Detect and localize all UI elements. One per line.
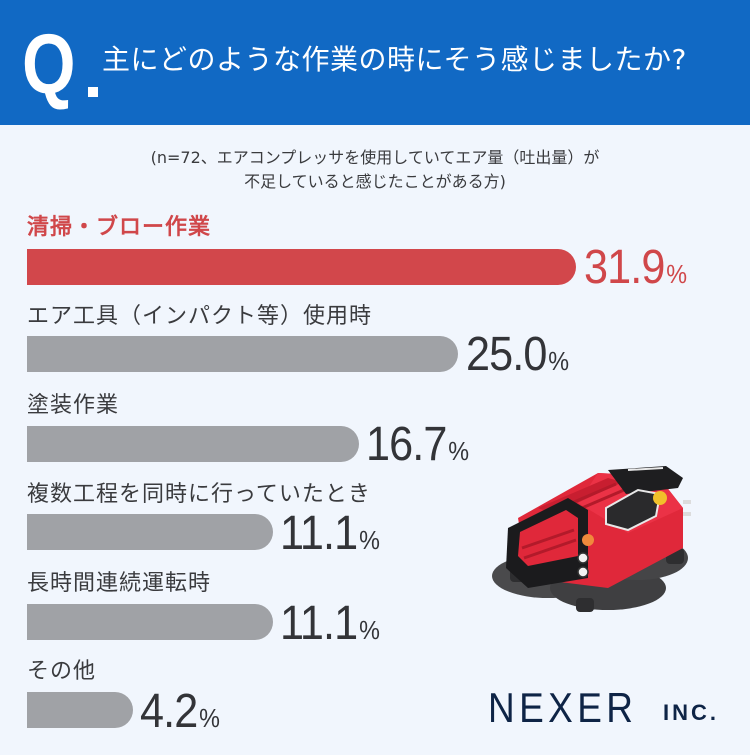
row-label: エア工具（インパクト等）使用時 — [27, 304, 373, 329]
q-mark: Q — [22, 17, 76, 111]
row-label: 長時間連続運転時 — [27, 571, 212, 596]
q-dot — [88, 87, 98, 97]
bar — [27, 336, 458, 372]
logo-suffix: INC. — [663, 700, 719, 725]
nexer-logo: NEXER INC. — [488, 684, 716, 731]
percent-sign: % — [448, 436, 470, 466]
sample-note-line-1: (n=72、エアコンプレッサを使用していてエア量（吐出量）が — [150, 148, 600, 167]
bar — [27, 514, 273, 550]
percent-value: 16.7% — [366, 421, 469, 480]
percent-value: 31.9% — [584, 244, 687, 303]
row-label: その他 — [27, 659, 97, 684]
percent-number: 11.1 — [280, 597, 358, 650]
bar — [27, 249, 576, 285]
percent-value: 11.1% — [280, 600, 380, 659]
percent-number: 31.9 — [584, 241, 665, 294]
question-header: Q 主にどのような作業の時にそう感じましたか? — [0, 0, 750, 125]
percent-sign: % — [199, 703, 220, 733]
percent-sign: % — [548, 346, 570, 376]
percent-sign: % — [359, 615, 380, 645]
bar — [27, 692, 133, 728]
row-label: 塗装作業 — [27, 393, 120, 418]
percent-value: 25.0% — [466, 331, 569, 390]
percent-value: 11.1% — [280, 510, 380, 569]
percent-sign: % — [666, 259, 688, 289]
row-label: 清掃・ブロー作業 — [27, 215, 212, 240]
row-label: 複数工程を同時に行っていたとき — [27, 482, 371, 507]
bar — [27, 604, 273, 640]
sample-note-line-2: 不足していると感じたことがある方) — [244, 172, 506, 191]
sample-note: (n=72、エアコンプレッサを使用していてエア量（吐出量）が 不足していると感じ… — [0, 146, 750, 194]
percent-number: 25.0 — [466, 328, 547, 381]
air-compressor-icon — [492, 466, 691, 612]
percent-number: 16.7 — [366, 418, 447, 471]
logo-main: NEXER — [488, 684, 638, 731]
question-title: 主にどのような作業の時にそう感じましたか? — [102, 43, 687, 76]
percent-sign: % — [359, 525, 380, 555]
bar — [27, 426, 359, 462]
percent-value: 4.2% — [140, 688, 220, 747]
percent-number: 4.2 — [140, 685, 198, 738]
percent-number: 11.1 — [280, 507, 358, 560]
